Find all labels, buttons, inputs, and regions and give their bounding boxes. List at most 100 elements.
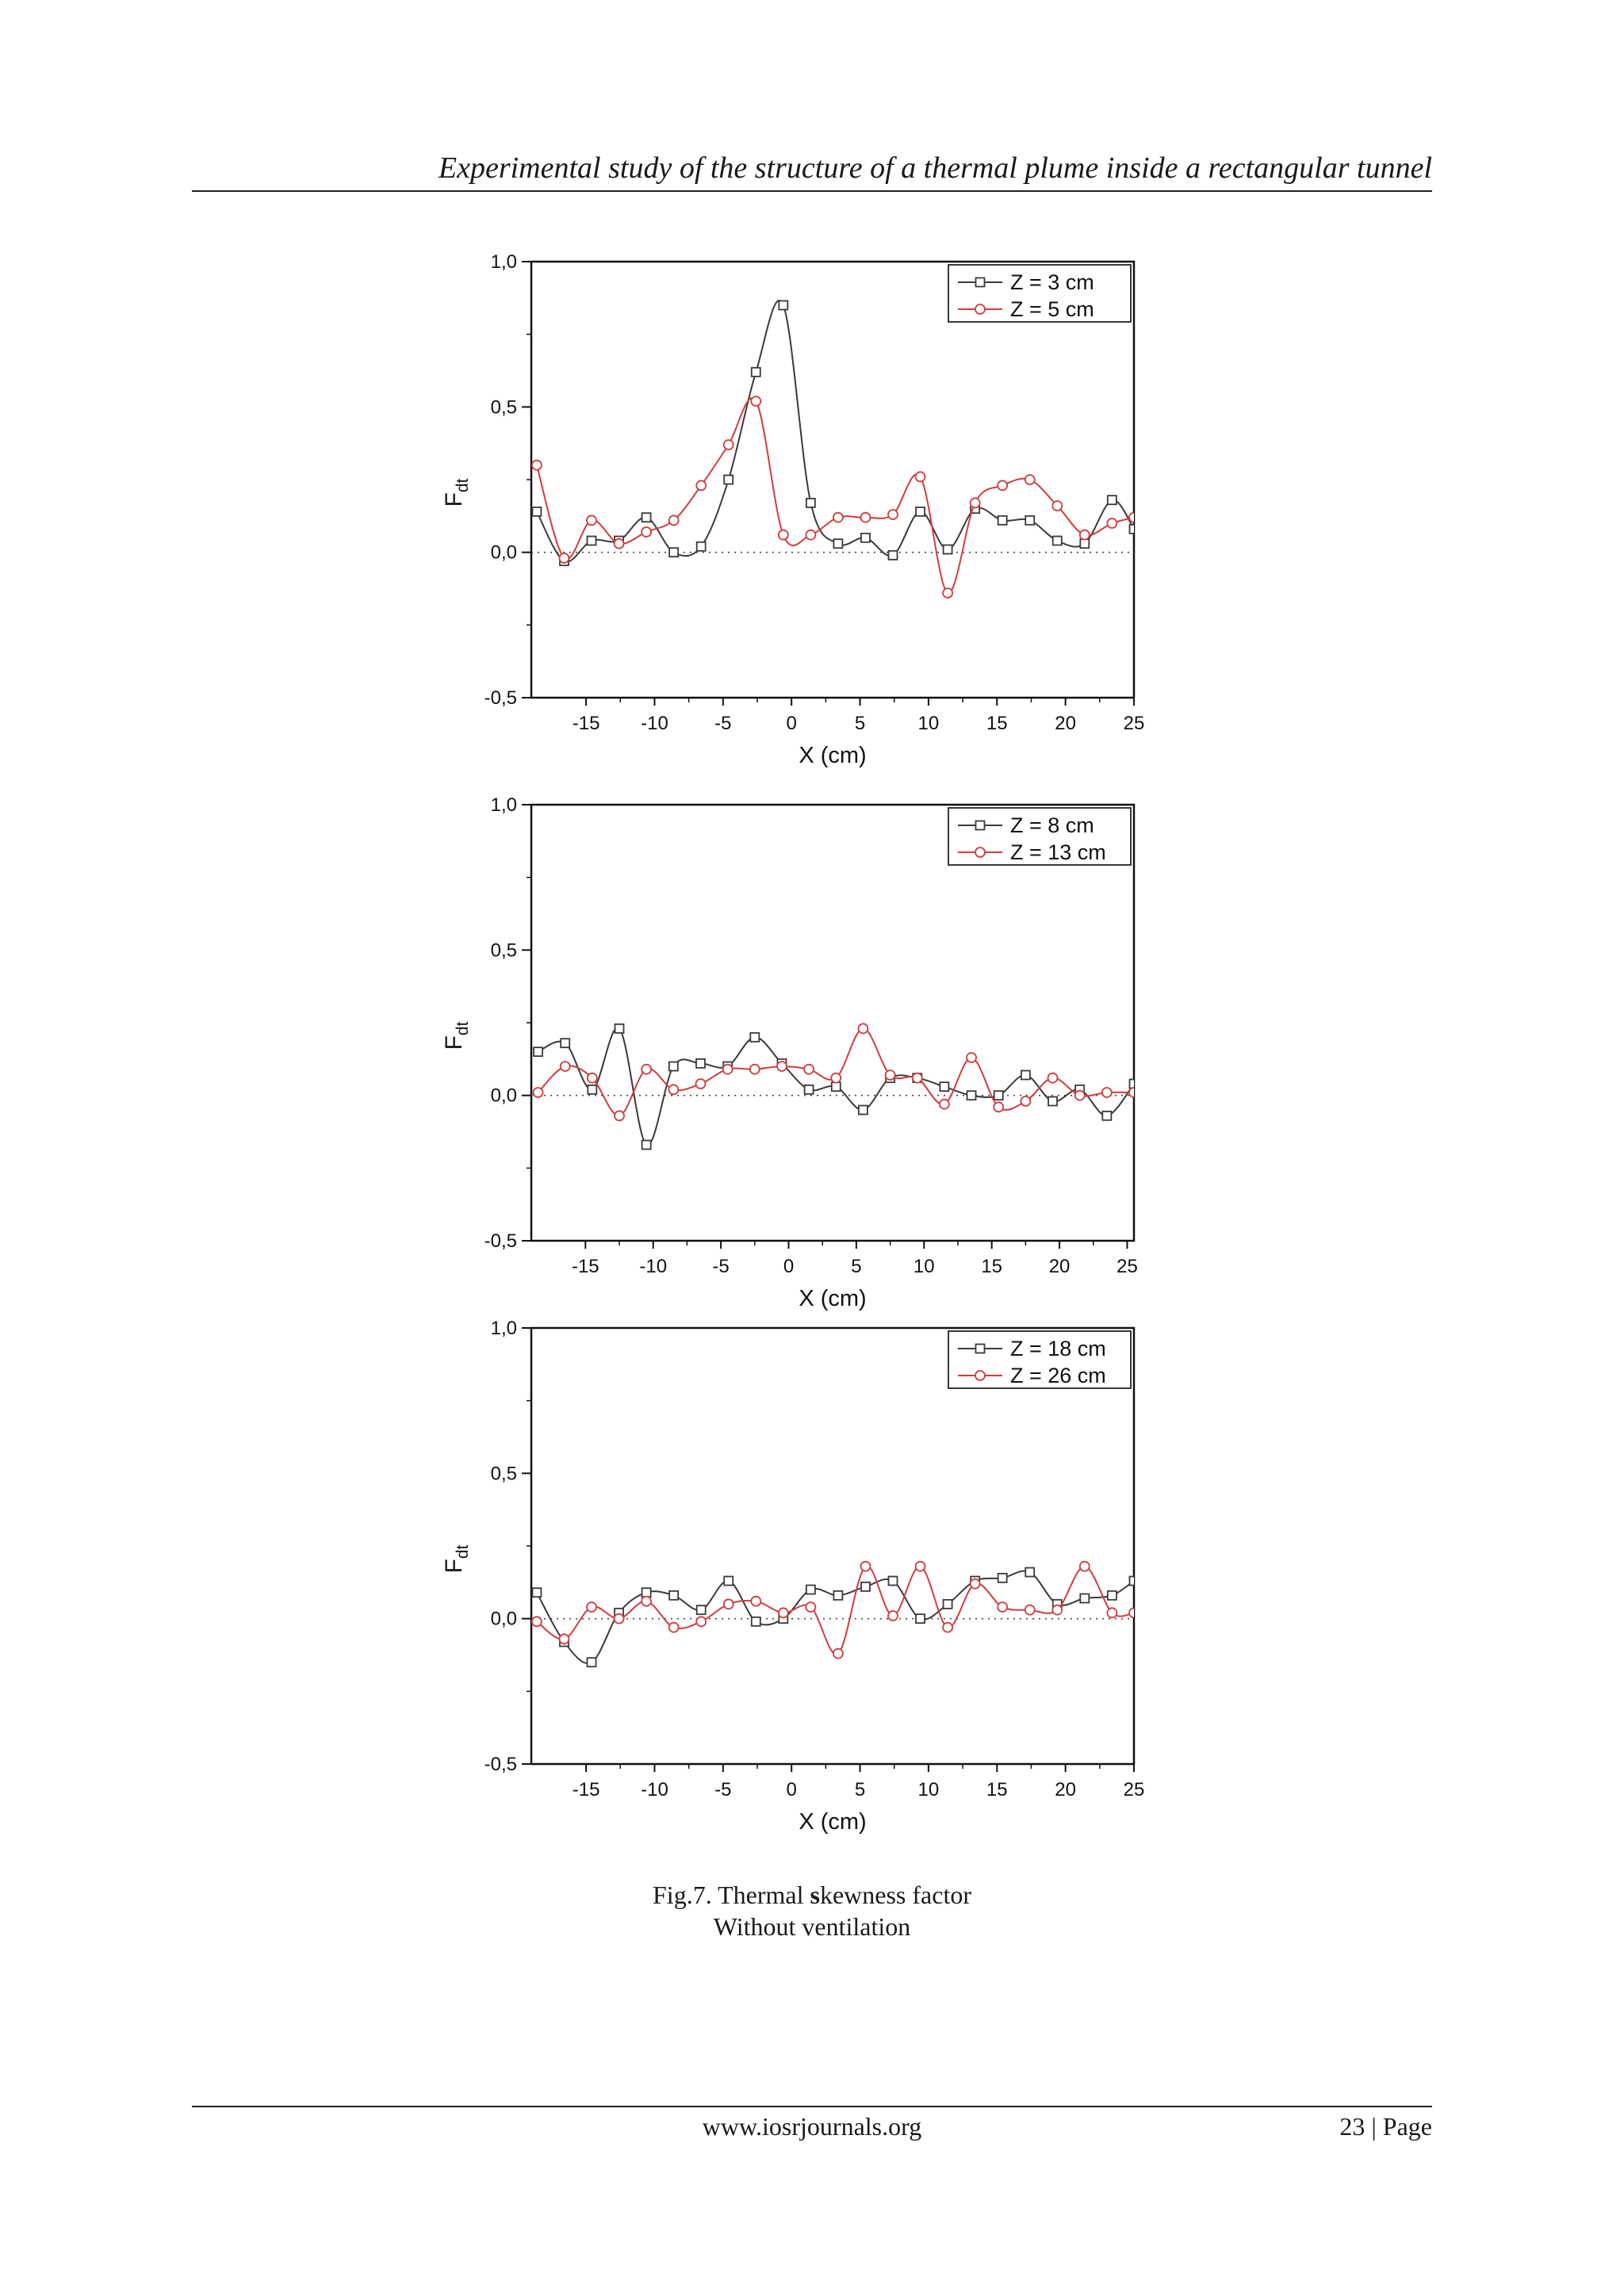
legend-marker-circle bbox=[975, 847, 986, 858]
x-tick-label: 20 bbox=[1055, 1779, 1076, 1800]
data-point-circle bbox=[722, 439, 734, 450]
data-point-circle bbox=[586, 1072, 598, 1084]
data-point-square bbox=[887, 549, 898, 561]
data-point-square bbox=[586, 535, 597, 546]
data-point-square bbox=[860, 532, 871, 543]
data-point-circle bbox=[833, 1647, 844, 1659]
data-point-square bbox=[858, 1104, 868, 1115]
y-axis-label-sub: dt bbox=[454, 1021, 472, 1035]
legend-label: Z = 26 cm bbox=[1010, 1364, 1106, 1387]
data-point-circle bbox=[722, 1063, 733, 1075]
data-point-circle bbox=[641, 526, 652, 538]
x-tick-label: -10 bbox=[641, 1779, 668, 1800]
x-tick-label: 15 bbox=[981, 1256, 1002, 1277]
series-line-1 bbox=[536, 300, 1134, 563]
legend-label: Z = 13 cm bbox=[1010, 840, 1106, 864]
legend-label: Z = 5 cm bbox=[1010, 297, 1094, 321]
caption-prefix: Fig.7. Thermal bbox=[653, 1881, 810, 1909]
y-axis-label: Fdt bbox=[441, 1021, 472, 1050]
data-point-square bbox=[587, 1084, 598, 1095]
data-point-square bbox=[915, 1613, 925, 1624]
x-tick-label: 0 bbox=[783, 1256, 794, 1277]
data-point-circle bbox=[776, 1061, 787, 1072]
data-point-square bbox=[614, 1023, 625, 1034]
figure-caption-line2: Without ventilation bbox=[713, 1912, 911, 1941]
data-point-circle bbox=[559, 1061, 571, 1072]
data-point-circle bbox=[695, 1616, 707, 1628]
data-point-square bbox=[531, 506, 542, 517]
data-point-square bbox=[750, 1616, 761, 1627]
x-tick-label: 10 bbox=[918, 713, 940, 734]
data-point-square bbox=[668, 1061, 679, 1072]
series-group bbox=[532, 1023, 1134, 1150]
data-point-square bbox=[887, 1575, 898, 1586]
data-point-circle bbox=[1074, 1089, 1086, 1101]
x-tick-label: 5 bbox=[855, 713, 865, 734]
y-tick-label: 1,0 bbox=[491, 1318, 517, 1339]
y-tick-label: 1,0 bbox=[491, 794, 517, 816]
legend-marker-circle bbox=[975, 1370, 986, 1381]
data-point-square bbox=[723, 1575, 734, 1586]
data-point-square bbox=[1051, 535, 1063, 546]
data-point-square bbox=[531, 1587, 542, 1598]
x-tick-label: -5 bbox=[712, 1256, 729, 1277]
data-point-circle bbox=[884, 1070, 896, 1081]
x-tick-label: 15 bbox=[986, 713, 1008, 734]
data-point-square bbox=[1101, 1110, 1113, 1121]
data-point-circle bbox=[803, 1063, 815, 1075]
data-point-square bbox=[942, 1598, 953, 1609]
plot-frame bbox=[530, 803, 1136, 1242]
data-point-circle bbox=[1106, 518, 1118, 529]
data-point-circle bbox=[860, 1560, 871, 1572]
data-point-circle bbox=[969, 497, 981, 509]
legend-label: Z = 3 cm bbox=[1010, 270, 1094, 294]
x-tick-label: 15 bbox=[986, 1779, 1008, 1800]
x-tick-label: 0 bbox=[787, 713, 797, 734]
x-axis-label: X (cm) bbox=[799, 1286, 866, 1311]
data-point-circle bbox=[586, 515, 597, 526]
x-axis-label: X (cm) bbox=[799, 1809, 866, 1835]
data-point-square bbox=[695, 1605, 707, 1616]
data-point-square bbox=[560, 1038, 571, 1049]
figure-caption: Fig.7. Thermal skewness factor bbox=[0, 1881, 1624, 1910]
chart-svg-3: -0,5 0,0 0,5 1,0 -15 -10 -5 0 5 10 15 20 25 X (cm) Fdt… bbox=[441, 1318, 1144, 1835]
caption-rest: kewness factor bbox=[819, 1881, 971, 1909]
y-axis-label-sub: dt bbox=[454, 1544, 472, 1559]
x-tick-label: -15 bbox=[573, 1779, 600, 1800]
data-point-square bbox=[966, 1090, 977, 1101]
data-point-circle bbox=[997, 480, 1009, 492]
data-point-square bbox=[641, 1139, 652, 1150]
data-point-square bbox=[805, 1584, 816, 1595]
data-point-square bbox=[915, 506, 925, 517]
y-tick-label: 0,5 bbox=[491, 1463, 517, 1484]
data-point-square bbox=[860, 1581, 871, 1592]
data-point-circle bbox=[558, 553, 570, 564]
data-point-circle bbox=[1128, 1607, 1134, 1619]
series-line-2 bbox=[535, 397, 1134, 595]
x-tick-label: 25 bbox=[1116, 1256, 1138, 1277]
legend-marker-square bbox=[975, 1343, 986, 1354]
data-point-square bbox=[803, 1084, 814, 1095]
data-point-square bbox=[833, 1590, 844, 1601]
data-point-square bbox=[533, 1047, 543, 1058]
data-point-circle bbox=[1051, 1604, 1063, 1616]
data-point-circle bbox=[1078, 529, 1090, 541]
data-point-circle bbox=[558, 1633, 570, 1645]
data-point-square bbox=[668, 1590, 680, 1601]
data-point-circle bbox=[750, 1595, 762, 1607]
running-title: Experimental study of the structure of a… bbox=[438, 151, 1432, 185]
data-point-square bbox=[778, 300, 789, 311]
data-point-circle bbox=[531, 1616, 542, 1628]
data-point-circle bbox=[1128, 511, 1134, 523]
y-tick-label: 0,5 bbox=[491, 939, 517, 961]
data-point-circle bbox=[1051, 500, 1063, 511]
y-axis-label-main: F bbox=[441, 1559, 467, 1573]
data-point-circle bbox=[1020, 1096, 1032, 1107]
y-axis-label-sub: dt bbox=[454, 478, 472, 492]
data-point-square bbox=[1128, 1078, 1134, 1089]
y-tick-label: -0,5 bbox=[485, 1754, 517, 1775]
data-point-circle bbox=[668, 1621, 680, 1633]
y-tick-label: 0,0 bbox=[491, 1085, 517, 1107]
x-tick-label: 10 bbox=[914, 1256, 935, 1277]
caption-bold-letter: s bbox=[810, 1881, 820, 1909]
